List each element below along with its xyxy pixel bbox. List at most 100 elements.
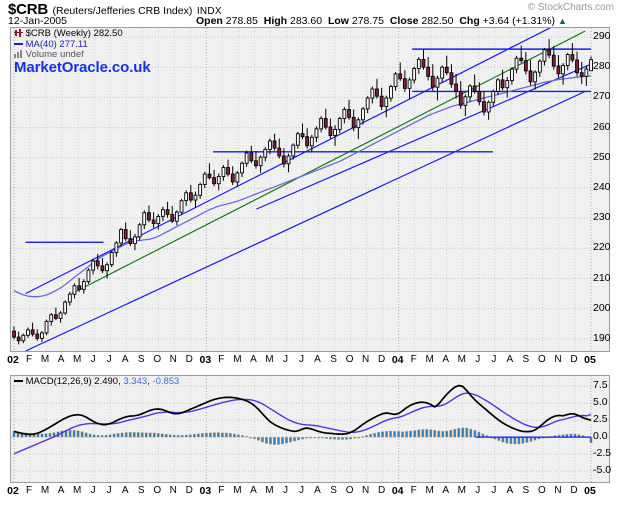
price-y-tick: 220 xyxy=(593,241,611,254)
change-up-arrow-icon: ▲ xyxy=(557,16,567,26)
price-x-tick: F xyxy=(410,354,417,365)
open-value: 278.85 xyxy=(225,15,258,27)
macd-x-tick: A xyxy=(121,485,129,496)
price-x-tick: M xyxy=(425,354,434,365)
price-x-tick: O xyxy=(345,354,354,365)
legend-volume-text: Volume undef xyxy=(25,49,84,60)
price-x-tick: 05 xyxy=(584,354,596,366)
open-label: Open xyxy=(196,15,223,27)
macd-x-tick: D xyxy=(185,485,193,496)
price-x-tick: N xyxy=(169,354,177,365)
macd-x-tick: 05 xyxy=(584,485,596,497)
price-x-tick: J xyxy=(90,354,96,365)
legend-ma-text: MA(40) 277.11 xyxy=(25,38,88,50)
symbol-line: $CRB (Reuters/Jefferies CRB Index) INDX xyxy=(8,1,222,19)
macd-x-tick: O xyxy=(538,485,546,496)
high-value: 283.60 xyxy=(289,15,323,27)
macd-x-tick: A xyxy=(57,485,65,496)
price-x-tick: F xyxy=(25,354,33,365)
macd-x-tick: N xyxy=(169,485,177,496)
macd-x-tick: N xyxy=(361,485,370,496)
price-y-tick: 270 xyxy=(593,90,611,103)
macd-chart-panel xyxy=(10,375,610,483)
price-x-tick: D xyxy=(185,354,193,365)
price-x-tick: N xyxy=(554,354,562,365)
macd-x-tick: 02 xyxy=(7,485,19,497)
price-x-tick: J xyxy=(106,354,112,365)
candlestick-icon xyxy=(14,29,23,37)
macd-x-tick: M xyxy=(72,485,82,496)
price-x-tick: A xyxy=(121,354,129,365)
macd-x-tick: M xyxy=(425,485,434,496)
close-label: Close xyxy=(389,15,419,27)
chg-value: +3.64 (+1.31%) xyxy=(482,15,556,27)
price-x-tick: M xyxy=(72,354,82,365)
price-x-tick: 03 xyxy=(199,354,212,366)
macd-x-tick: 03 xyxy=(199,485,212,497)
macd-x-tick: A xyxy=(250,485,257,496)
price-x-tick: O xyxy=(538,354,546,365)
price-y-tick: 260 xyxy=(593,120,611,133)
macd-y-tick: -5.0 xyxy=(593,464,612,477)
price-x-tick: J xyxy=(282,354,288,365)
price-x-tick: M xyxy=(265,354,274,365)
macd-x-tick: J xyxy=(90,485,96,496)
macd-x-tick: F xyxy=(218,485,225,496)
macd-x-tick: M xyxy=(457,485,466,496)
macd-x-tick: O xyxy=(345,485,354,496)
macd-x-tick: 04 xyxy=(391,485,404,497)
price-y-tick: 250 xyxy=(593,150,611,163)
price-y-tick: 230 xyxy=(593,211,611,224)
price-x-tick: S xyxy=(330,354,337,365)
symbol-ticker: $CRB xyxy=(8,1,49,18)
legend-volume-row: Volume undef xyxy=(14,49,123,61)
macd-x-tick: J xyxy=(491,485,497,496)
macd-x-tick: S xyxy=(522,485,530,496)
macd-x-tick: M xyxy=(233,485,242,496)
macd-x-tick: A xyxy=(506,485,514,496)
price-legend: $CRB (Weekly) 282.50 MA(40) 277.11 Volum… xyxy=(14,28,123,61)
price-chart-panel xyxy=(10,27,610,352)
price-plot xyxy=(11,28,609,351)
price-x-tick: D xyxy=(378,354,386,365)
price-x-tick: M xyxy=(40,354,50,365)
volume-bars-icon xyxy=(14,50,23,58)
price-x-tick: N xyxy=(361,354,370,365)
macd-legend-text: MACD(12,26,9) xyxy=(25,376,92,387)
macd-y-tick: 2.5 xyxy=(593,413,608,426)
line-swatch-icon xyxy=(14,377,23,385)
macd-x-tick: N xyxy=(554,485,562,496)
price-x-tick: A xyxy=(506,354,514,365)
macd-y-tick: 7.5 xyxy=(593,379,608,392)
price-x-tick: A xyxy=(314,354,321,365)
quote-date: 12-Jan-2005 xyxy=(8,15,67,27)
price-x-axis: 02 F M A M J J A S O N D 03 F M A M J J A S O N D 04 F M A M J J A S O N D 0… xyxy=(0,354,620,370)
price-x-tick: S xyxy=(522,354,530,365)
macd-x-tick: J xyxy=(475,485,481,496)
price-x-tick: O xyxy=(153,354,162,365)
macd-x-axis: 02 F M A M J J A S O N D 03 F M A M J J A S O N D 04 F M A M J J A S O N D 0… xyxy=(0,485,620,501)
macd-x-tick: D xyxy=(570,485,578,496)
price-x-tick: F xyxy=(218,354,225,365)
price-y-tick: 200 xyxy=(593,301,611,314)
line-swatch-icon xyxy=(14,40,23,48)
macd-x-tick: O xyxy=(153,485,162,496)
price-y-tick: 240 xyxy=(593,180,611,193)
macd-x-tick: J xyxy=(299,485,304,496)
stockcharts-watermark: © StockCharts.com xyxy=(527,2,614,13)
macd-y-tick: 5.0 xyxy=(593,396,608,409)
macd-x-tick: J xyxy=(106,485,112,496)
legend-price-text: $CRB (Weekly) 282.50 xyxy=(25,28,123,39)
macd-x-tick: A xyxy=(442,485,450,496)
macd-y-tick: -2.5 xyxy=(593,447,612,460)
low-label: Low xyxy=(327,15,349,27)
legend-price-row: $CRB (Weekly) 282.50 xyxy=(14,28,123,40)
price-x-tick: D xyxy=(570,354,578,365)
price-x-tick: 04 xyxy=(391,354,404,366)
price-x-tick: M xyxy=(457,354,466,365)
price-x-tick: A xyxy=(57,354,65,365)
macd-x-tick: A xyxy=(314,485,321,496)
marketoracle-watermark: MarketOracle.co.uk xyxy=(14,59,151,76)
price-y-tick: 280 xyxy=(593,60,611,73)
